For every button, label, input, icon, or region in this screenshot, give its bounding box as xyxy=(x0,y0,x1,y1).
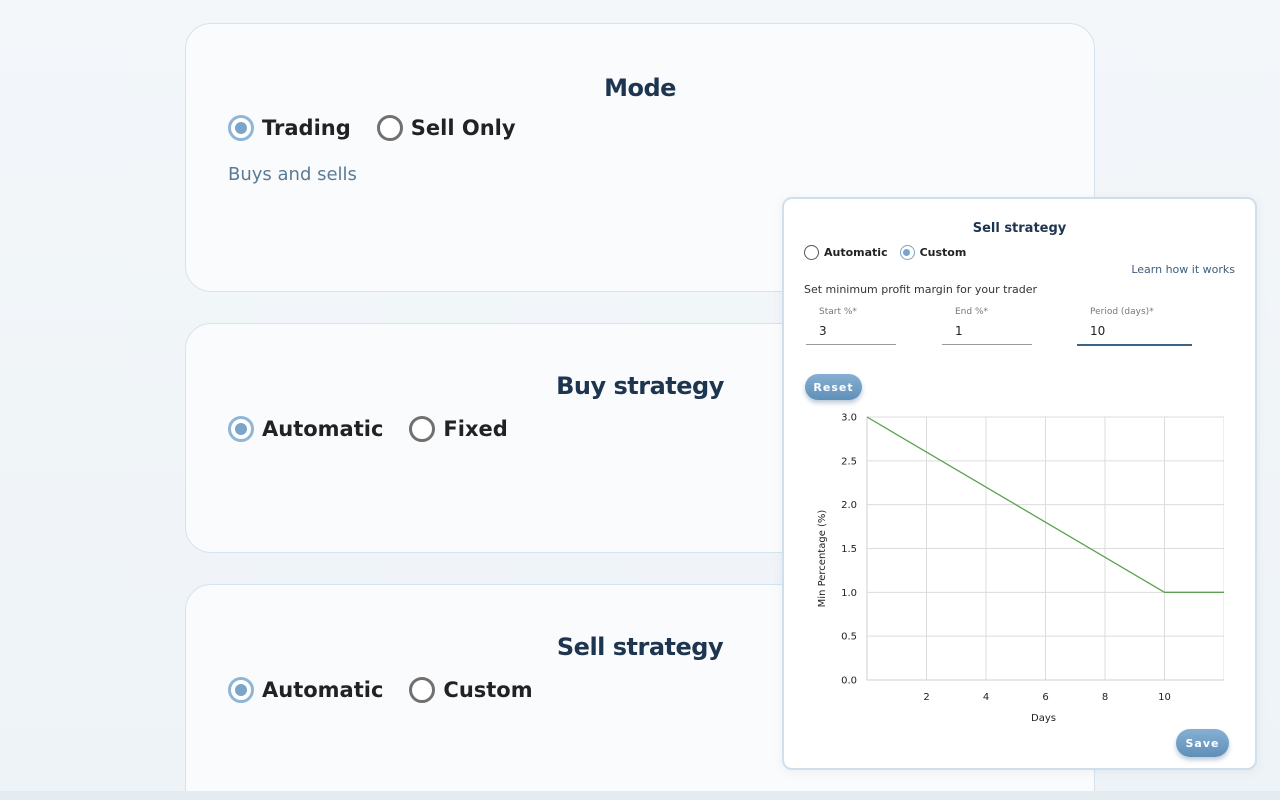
period-days-field[interactable]: Period (days)* xyxy=(1077,307,1192,346)
y-tick-label: 0.5 xyxy=(841,632,857,643)
buy-option-fixed[interactable]: Fixed xyxy=(409,416,508,442)
buy-strategy-title: Buy strategy xyxy=(556,372,724,400)
panel-title: Sell strategy xyxy=(972,221,1067,236)
mode-option-label: Trading xyxy=(262,116,351,140)
panel-option-custom[interactable]: Custom xyxy=(899,245,967,260)
y-tick-label: 1.0 xyxy=(841,588,857,599)
end-percent-field[interactable]: End %* xyxy=(942,307,1032,345)
panel-option-label: Custom xyxy=(919,246,967,259)
radio-unselected-icon[interactable] xyxy=(409,677,436,703)
sell-strategy-panel: Sell strategy Automatic Custom Learn how… xyxy=(782,197,1257,770)
x-tick-label: 8 xyxy=(1102,692,1108,703)
sell-option-automatic[interactable]: Automatic xyxy=(228,677,383,703)
mode-title: Mode xyxy=(604,74,676,102)
panel-radio-group: Automatic Custom xyxy=(804,245,978,260)
y-tick-label: 2.5 xyxy=(841,456,857,467)
x-tick-label: 6 xyxy=(1042,692,1048,703)
mode-option-label: Sell Only xyxy=(410,116,516,140)
buy-radio-group: Automatic Fixed xyxy=(228,416,534,442)
y-tick-label: 3.0 xyxy=(841,413,857,424)
y-tick-label: 0.0 xyxy=(841,676,857,687)
profit-margin-hint: Set minimum profit margin for your trade… xyxy=(804,283,1037,296)
start-percent-field[interactable]: Start %* xyxy=(806,307,896,345)
x-tick-label: 4 xyxy=(983,692,989,703)
sell-radio-group: Automatic Custom xyxy=(228,677,559,703)
learn-how-it-works-link[interactable]: Learn how it works xyxy=(1131,263,1235,276)
min-percentage-chart: 0.0 0.5 1.0 1.5 2.0 2.5 3.0 2 4 6 8 10 Days Min Perce… xyxy=(817,413,1224,724)
buy-option-label: Automatic xyxy=(262,417,384,441)
y-axis-label: Min Percentage (%) xyxy=(817,510,828,608)
x-tick-label: 2 xyxy=(923,692,929,703)
end-percent-label: End %* xyxy=(955,307,989,317)
radio-unselected-icon[interactable] xyxy=(804,245,819,260)
y-tick-label: 2.0 xyxy=(841,500,857,511)
period-days-label: Period (days)* xyxy=(1090,307,1154,317)
end-percent-input[interactable] xyxy=(955,322,1018,344)
start-percent-input[interactable] xyxy=(819,322,882,344)
bottom-strip xyxy=(0,791,1280,800)
radio-unselected-icon[interactable] xyxy=(376,115,403,141)
panel-option-label: Automatic xyxy=(824,246,888,259)
mode-description: Buys and sells xyxy=(228,164,357,185)
mode-option-sell-only[interactable]: Sell Only xyxy=(376,115,516,141)
x-tick-label: 10 xyxy=(1158,692,1171,703)
radio-selected-icon[interactable] xyxy=(228,115,254,141)
save-button[interactable]: Save xyxy=(1176,729,1229,757)
x-axis-label: Days xyxy=(1031,713,1056,724)
reset-button[interactable]: Reset xyxy=(805,374,862,400)
sell-option-label: Automatic xyxy=(262,678,384,702)
y-tick-label: 1.5 xyxy=(841,544,857,555)
period-days-input[interactable] xyxy=(1090,322,1171,344)
mode-option-trading[interactable]: Trading xyxy=(228,115,351,141)
panel-option-automatic[interactable]: Automatic xyxy=(804,245,888,260)
sell-option-custom[interactable]: Custom xyxy=(409,677,533,703)
radio-selected-icon[interactable] xyxy=(899,245,915,260)
mode-radio-group: Trading Sell Only xyxy=(228,115,542,141)
radio-selected-icon[interactable] xyxy=(228,677,254,703)
mode-card: Mode Trading Sell Only Buys and sells xyxy=(185,23,1095,292)
buy-option-label: Fixed xyxy=(443,417,508,441)
sell-option-label: Custom xyxy=(443,678,533,702)
start-percent-label: Start %* xyxy=(819,307,857,317)
buy-option-automatic[interactable]: Automatic xyxy=(228,416,383,442)
radio-unselected-icon[interactable] xyxy=(409,416,436,442)
sell-strategy-title: Sell strategy xyxy=(556,633,724,661)
radio-selected-icon[interactable] xyxy=(228,416,254,442)
series-line xyxy=(866,416,1224,593)
